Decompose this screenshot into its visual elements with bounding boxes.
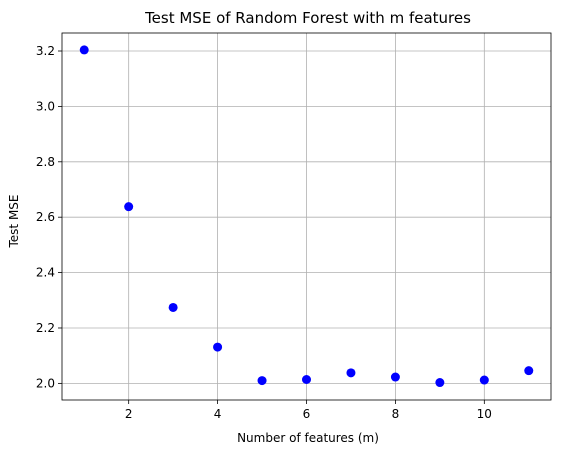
y-axis-label: Test MSE [7, 195, 21, 249]
x-tick-label: 10 [477, 407, 492, 421]
chart-title: Test MSE of Random Forest with m feature… [144, 9, 471, 27]
data-point [168, 302, 178, 312]
data-point [524, 366, 534, 376]
x-tick-label: 2 [125, 407, 133, 421]
data-point [213, 342, 223, 352]
y-tick-label: 2.0 [36, 376, 55, 390]
y-tick-label: 3.0 [36, 99, 55, 113]
data-point [124, 202, 134, 212]
x-axis-label: Number of features (m) [237, 431, 379, 445]
x-tick-label: 6 [303, 407, 311, 421]
grid-lines [62, 33, 551, 400]
data-point [479, 375, 489, 385]
y-tick-label: 2.4 [36, 266, 55, 280]
y-tick-label: 2.2 [36, 321, 55, 335]
data-point [390, 372, 400, 382]
axis-ticks: 2 4 6 8 10 2.0 2.2 2.4 2.6 2.8 3.0 3.2 [36, 44, 492, 421]
plot-frame [61, 32, 552, 401]
data-point [257, 376, 267, 386]
data-points [79, 45, 534, 388]
x-tick-label: 8 [392, 407, 400, 421]
y-tick-label: 2.8 [36, 155, 55, 169]
data-point [435, 378, 445, 388]
data-point [79, 45, 89, 55]
data-point [302, 375, 311, 385]
y-tick-label: 2.6 [36, 210, 55, 224]
y-tick-label: 3.2 [36, 44, 55, 58]
data-point [346, 368, 356, 378]
x-tick-label: 4 [214, 407, 222, 421]
